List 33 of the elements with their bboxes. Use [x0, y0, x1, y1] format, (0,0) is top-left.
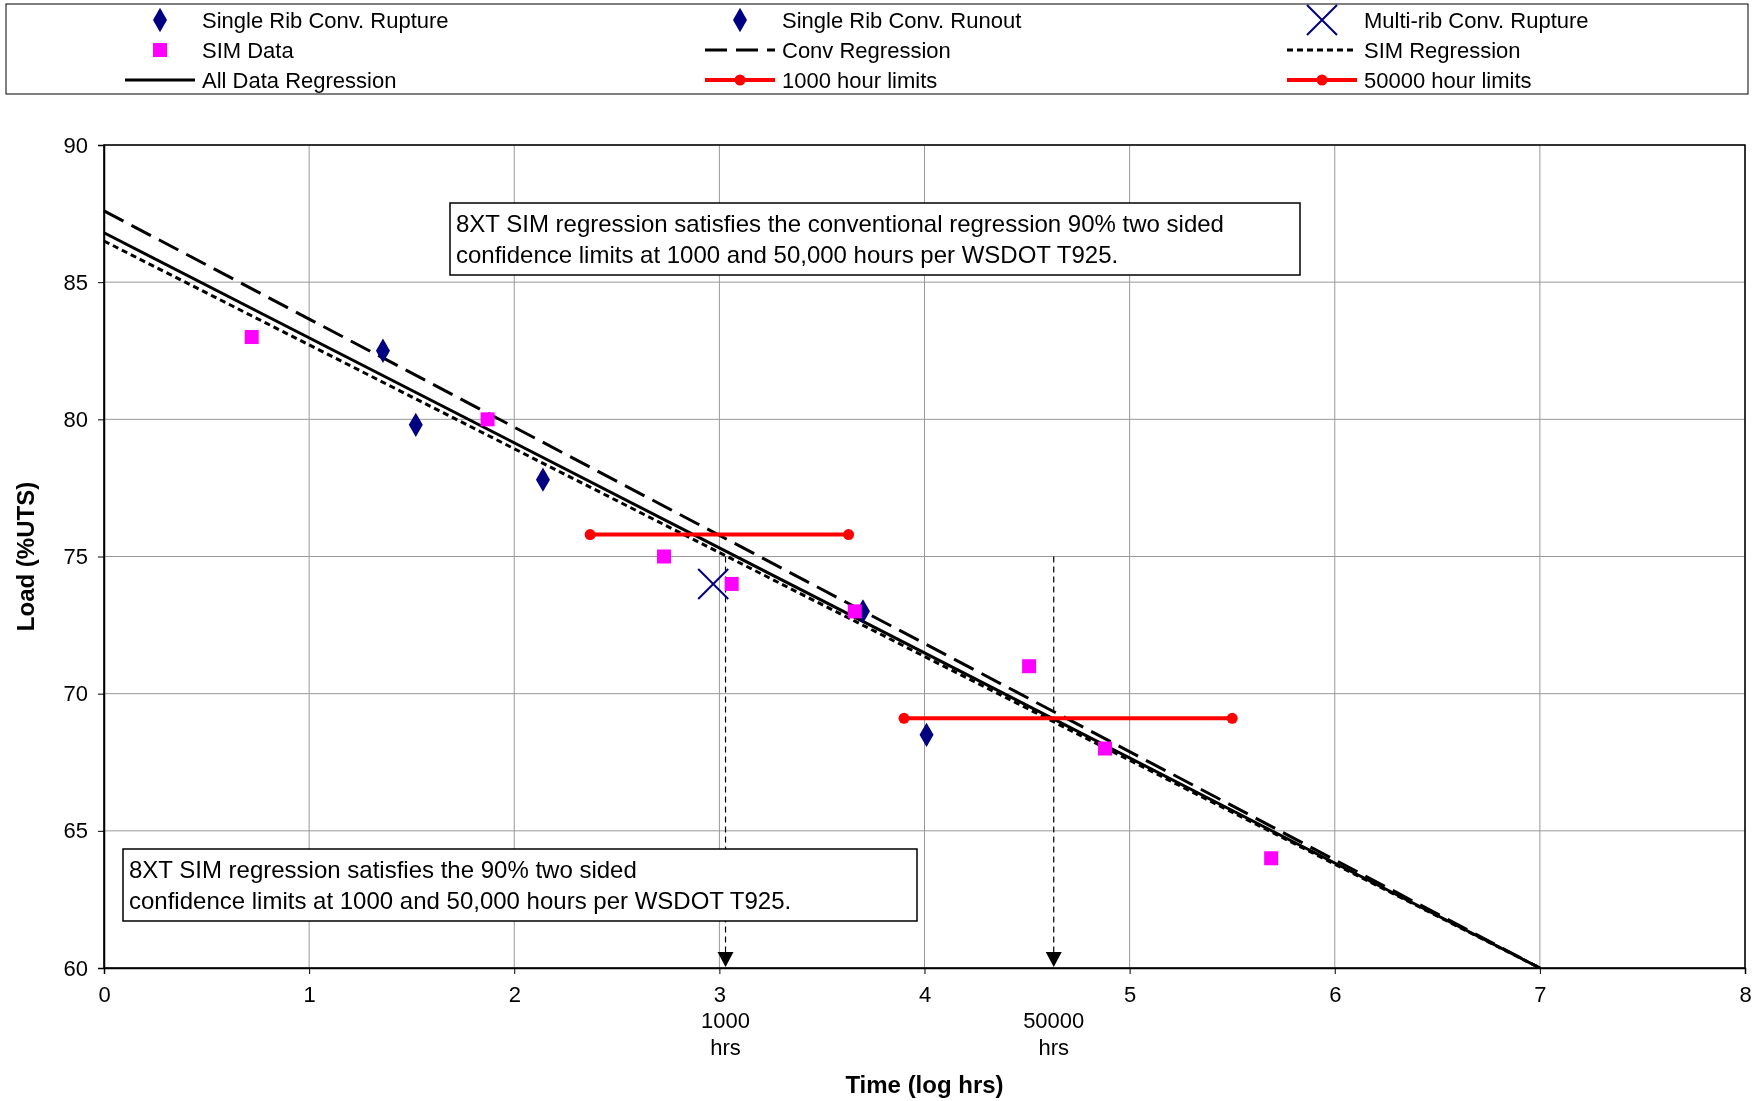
- y-tick-label: 65: [63, 818, 88, 844]
- x-tick-label: 3: [713, 981, 726, 1007]
- x-axis-title: Time (log hrs): [845, 1071, 1004, 1098]
- x-tick-label: 5: [1124, 981, 1137, 1007]
- y-tick-label: 60: [63, 955, 88, 981]
- legend-label: 50000 hour limits: [1364, 68, 1532, 93]
- text-box: 8XT SIM regression satisfies the 90% two sided confidence limits at 1000 and 50,000 hours per WSDOT T925.: [122, 848, 918, 922]
- legend-label: SIM Regression: [1364, 38, 1521, 63]
- x-tick-label: 2: [508, 981, 521, 1007]
- legend-label: Single Rib Conv. Rupture: [202, 8, 449, 33]
- x-tick-label: 6: [1329, 981, 1342, 1007]
- x-tick-label: 0: [98, 981, 111, 1007]
- legend-label: 1000 hour limits: [782, 68, 938, 93]
- x-tick-label: 4: [918, 981, 932, 1007]
- x-tick-label: 7: [1534, 981, 1547, 1007]
- annotation: 8XT SIM regression satisfies the 90% two sided confidence limits at 1000 and 50,000 hours per WSDOT T925.: [129, 856, 792, 914]
- x-tick-label: 8: [1739, 981, 1752, 1007]
- legend-label: Single Rib Conv. Runout: [782, 8, 1022, 33]
- y-tick-label: 85: [63, 269, 88, 295]
- x-tick-label: 1: [303, 981, 316, 1007]
- ref-line-label: 50000 hrs: [1023, 1008, 1085, 1060]
- y-tick-label: 70: [63, 681, 88, 707]
- text-box: 8XT SIM regression satisfies the conventional regression 90% two sided confidence limits at 1000 and 50,000 hours per WSDOT T925.: [449, 202, 1301, 276]
- y-axis-title: Load (%UTS): [12, 481, 39, 632]
- legend-label: SIM Data: [202, 38, 295, 63]
- y-tick-label: 75: [63, 544, 88, 570]
- legend-label: Multi-rib Conv. Rupture: [1364, 8, 1589, 33]
- y-tick-label: 90: [63, 132, 88, 158]
- annotation: 8XT SIM regression satisfies the conventional regression 90% two sided confidence limits at 1000 and 50,000 hours per WSDOT T925.: [456, 210, 1224, 268]
- legend-label: All Data Regression: [202, 68, 397, 93]
- legend-label: Conv Regression: [782, 38, 951, 63]
- ref-line-label: 1000 hrs: [701, 1008, 751, 1060]
- y-tick-label: 80: [63, 406, 88, 432]
